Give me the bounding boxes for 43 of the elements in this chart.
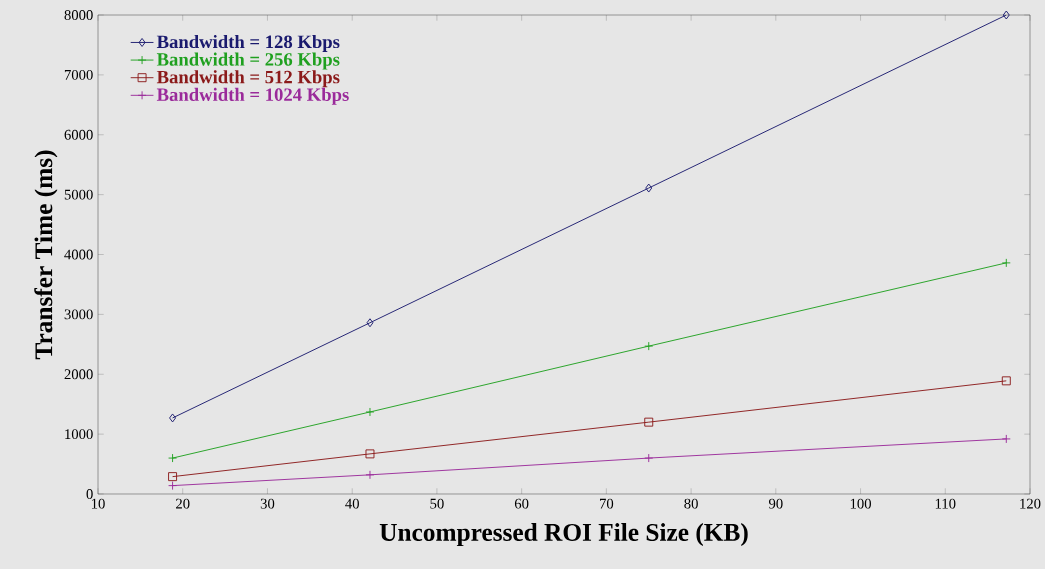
y-tick-label: 6000 [64,129,93,140]
point [365,470,375,480]
x-tick-label: 10 [91,498,105,509]
x-axis-title: Uncompressed ROI File Size (KB) [379,523,748,547]
y-tick-label: 2000 [64,369,93,380]
x-tick-label: 110 [935,498,956,509]
y-axis-title: Transfer Time (ms) [34,150,58,360]
legend-label: Bandwidth = 1024 Kbps [156,87,349,105]
point [1002,10,1010,20]
legend-label: Bandwidth = 128 Kbps [156,34,340,52]
point [365,449,375,459]
point [644,453,654,463]
point [1001,258,1011,268]
y-tick-label: 8000 [64,10,93,20]
x-tick-label: 90 [768,498,783,509]
x-tick-label: 70 [600,498,614,509]
y-tick-label: 7000 [64,69,93,80]
x-tick-label: 80 [684,498,698,509]
x-tick-label: 60 [514,498,529,509]
x-tick-label: 50 [430,498,444,509]
x-tick-label: 30 [260,498,275,509]
point [169,413,177,423]
x-tick-label: 20 [176,498,190,509]
point [168,472,178,482]
legend-label: Bandwidth = 256 Kbps [156,52,340,70]
x-tick-label: 120 [1020,498,1041,509]
y-tick-label: 1000 [65,429,93,440]
x-tick-label: 40 [345,498,359,509]
point [1001,376,1011,386]
y-tick-label: 0 [86,489,93,499]
y-tick-label: 5000 [64,189,93,200]
legend-label: Bandwidth = 512 Kbps [156,70,340,88]
point [1001,434,1011,444]
y-tick-label: 3000 [64,309,93,320]
point [644,417,654,427]
y-tick-label: 4000 [64,249,93,260]
point [645,183,653,193]
point [366,318,374,328]
point [168,453,178,463]
point [365,407,375,417]
point [168,481,178,491]
x-tick-label: 100 [850,498,871,509]
point [644,341,654,351]
